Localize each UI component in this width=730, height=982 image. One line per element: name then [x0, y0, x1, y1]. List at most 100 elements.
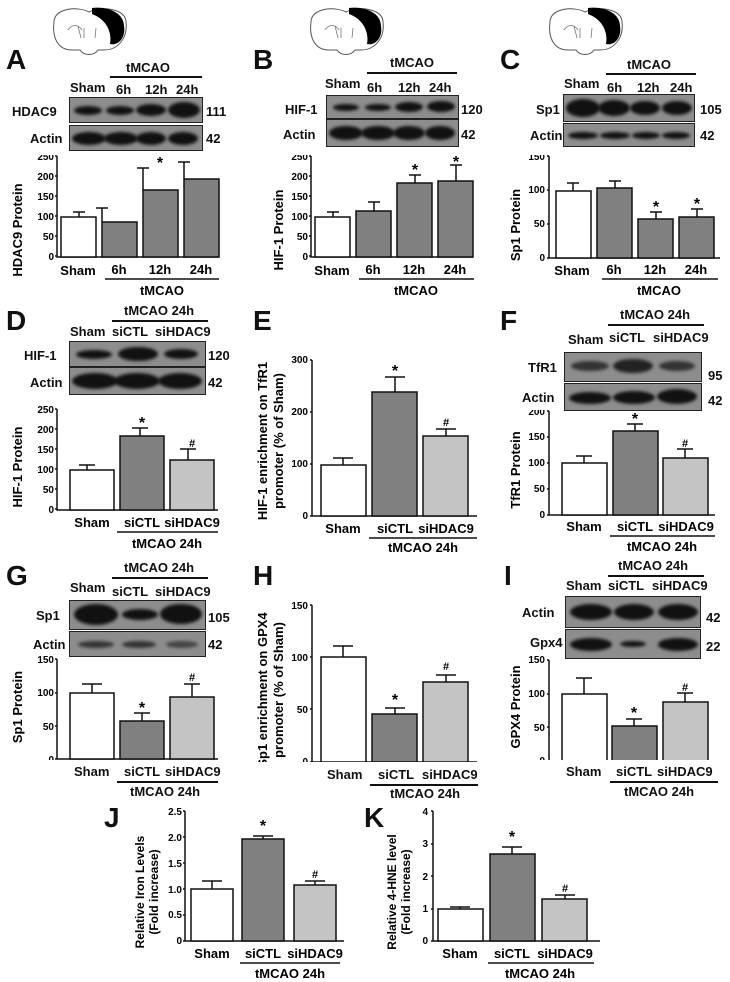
svg-text:Sham: Sham	[442, 946, 477, 961]
blot-row-label: Actin	[530, 128, 563, 143]
mw-label: 111	[206, 104, 227, 119]
svg-text:Sham: Sham	[566, 519, 601, 534]
svg-text:50: 50	[43, 722, 55, 733]
lane-label: Sham	[568, 332, 604, 347]
svg-text:1: 1	[422, 904, 428, 915]
svg-text:Sp1 Protein: Sp1 Protein	[508, 189, 523, 261]
svg-text:*: *	[157, 155, 164, 172]
group-bracket	[606, 73, 696, 75]
svg-text:#: #	[189, 438, 195, 450]
lane-label: 24h	[176, 82, 199, 97]
svg-text:12h: 12h	[644, 262, 666, 277]
svg-text:*: *	[392, 692, 399, 709]
svg-text:250: 250	[37, 155, 54, 163]
svg-text:HIF-1 Protein: HIF-1 Protein	[271, 189, 286, 270]
bar-chart-e: HIF-1 enrichment on TfR1 promoter (% of …	[255, 355, 477, 555]
svg-text:tMCAO 24h: tMCAO 24h	[132, 536, 202, 551]
svg-text:siHDAC9: siHDAC9	[658, 519, 714, 534]
western-blot-target	[69, 97, 203, 123]
svg-text:100: 100	[528, 689, 545, 700]
group-label-top: tMCAO	[390, 55, 435, 70]
mw-label: 105	[700, 102, 722, 117]
svg-text:50: 50	[43, 232, 55, 243]
svg-text:200: 200	[37, 425, 54, 436]
blot-row-label: Actin	[283, 127, 316, 142]
svg-text:0: 0	[302, 252, 308, 263]
svg-text:150: 150	[528, 432, 545, 443]
group-bracket	[117, 781, 218, 783]
western-blot-actin	[564, 383, 702, 411]
svg-text:100: 100	[37, 465, 54, 476]
lane-label: siCTL	[112, 584, 149, 599]
group-bracket	[112, 577, 208, 579]
panel-letter: D	[6, 305, 27, 336]
lane-label: siCTL	[112, 324, 149, 339]
lane-label: siHDAC9	[652, 578, 708, 593]
svg-text:100: 100	[37, 688, 54, 699]
panel-j: J Relative Iron Levels (Fold increase) 2…	[100, 800, 360, 982]
lane-label: 6h	[116, 82, 132, 97]
x-label: siHDAC9	[165, 764, 221, 779]
svg-text:6h: 6h	[365, 262, 380, 277]
panel-c: C tMCAO Sham 6h 12h 24h Sp1 105 Actin 42…	[490, 0, 730, 300]
group-bracket	[367, 72, 457, 74]
svg-text:#: #	[189, 672, 195, 684]
western-blot-actin	[69, 367, 206, 395]
svg-text:siCTL: siCTL	[124, 515, 160, 530]
bar-chart-b: HIF-1 Protein 250 200 150 100 50 0 * * Sham 6…	[271, 155, 474, 298]
lane-label: siHDAC9	[155, 584, 211, 599]
svg-text:siHDAC9: siHDAC9	[287, 946, 343, 961]
western-blot-target	[563, 94, 695, 122]
brain-section-icon	[310, 7, 384, 55]
lane-label: 6h	[607, 80, 623, 95]
svg-text:250: 250	[291, 155, 308, 163]
group-label-top: tMCAO 24h	[124, 560, 195, 575]
blot-row-label: TfR1	[528, 360, 557, 375]
x-label: Sham	[74, 764, 110, 779]
panel-letter: F	[500, 305, 518, 336]
svg-text:Sham: Sham	[325, 521, 360, 536]
svg-text:200: 200	[37, 172, 54, 183]
western-blot-actin	[69, 631, 206, 657]
svg-text:50: 50	[297, 705, 309, 716]
bar-chart-c: Sp1 Protein 150 100 50 0 * * Sham 6h 12h 24…	[508, 155, 720, 298]
lane-label: siCTL	[609, 330, 646, 345]
svg-text:promoter (% of Sham): promoter (% of Sham)	[271, 622, 286, 758]
svg-text:200: 200	[291, 172, 308, 183]
blot-row-label: Actin	[30, 131, 63, 146]
svg-text:0: 0	[539, 253, 545, 264]
svg-text:12h: 12h	[403, 262, 425, 277]
svg-text:0: 0	[176, 936, 182, 947]
svg-text:siHDAC9: siHDAC9	[418, 521, 474, 536]
brain-section-icon	[53, 7, 127, 55]
x-group-label: tMCAO 24h	[390, 786, 461, 801]
blot-row-label: HIF-1	[24, 348, 57, 363]
mw-label: 105	[208, 610, 230, 625]
blot-row-label: Actin	[522, 390, 555, 405]
svg-text:*: *	[453, 155, 460, 171]
western-blot-actin	[69, 125, 203, 151]
svg-text:0.5: 0.5	[168, 910, 182, 921]
svg-text:0: 0	[539, 756, 545, 760]
svg-text:tMCAO 24h: tMCAO 24h	[505, 966, 575, 981]
svg-text:100: 100	[37, 212, 54, 223]
svg-text:Sham: Sham	[194, 946, 229, 961]
panel-k: K Relative 4-HNE level (Fold increase) 4…	[360, 800, 620, 982]
svg-text:300: 300	[291, 355, 308, 366]
panel-letter: J	[104, 802, 120, 833]
mw-label: 42	[708, 393, 723, 408]
svg-text:*: *	[412, 162, 419, 179]
bar-chart-f: TfR1 Protein 200 150 100 50 0 * # Sham siCTL…	[508, 410, 715, 554]
bar-chart-i: GPX4 Protein 150 100 50 0 * #	[508, 655, 709, 760]
panel-letter: I	[504, 560, 512, 591]
svg-text:siCTL: siCTL	[245, 946, 281, 961]
group-label-top: tMCAO	[126, 60, 171, 75]
svg-text:50: 50	[534, 723, 546, 734]
svg-text:2.0: 2.0	[168, 833, 182, 844]
svg-text:24h: 24h	[444, 262, 466, 277]
lane-label: 24h	[429, 80, 452, 95]
svg-text:#: #	[312, 869, 318, 881]
group-label-top: tMCAO 24h	[618, 558, 689, 573]
svg-text:tMCAO 24h: tMCAO 24h	[388, 540, 458, 555]
blot-row-label: HIF-1	[285, 102, 318, 117]
